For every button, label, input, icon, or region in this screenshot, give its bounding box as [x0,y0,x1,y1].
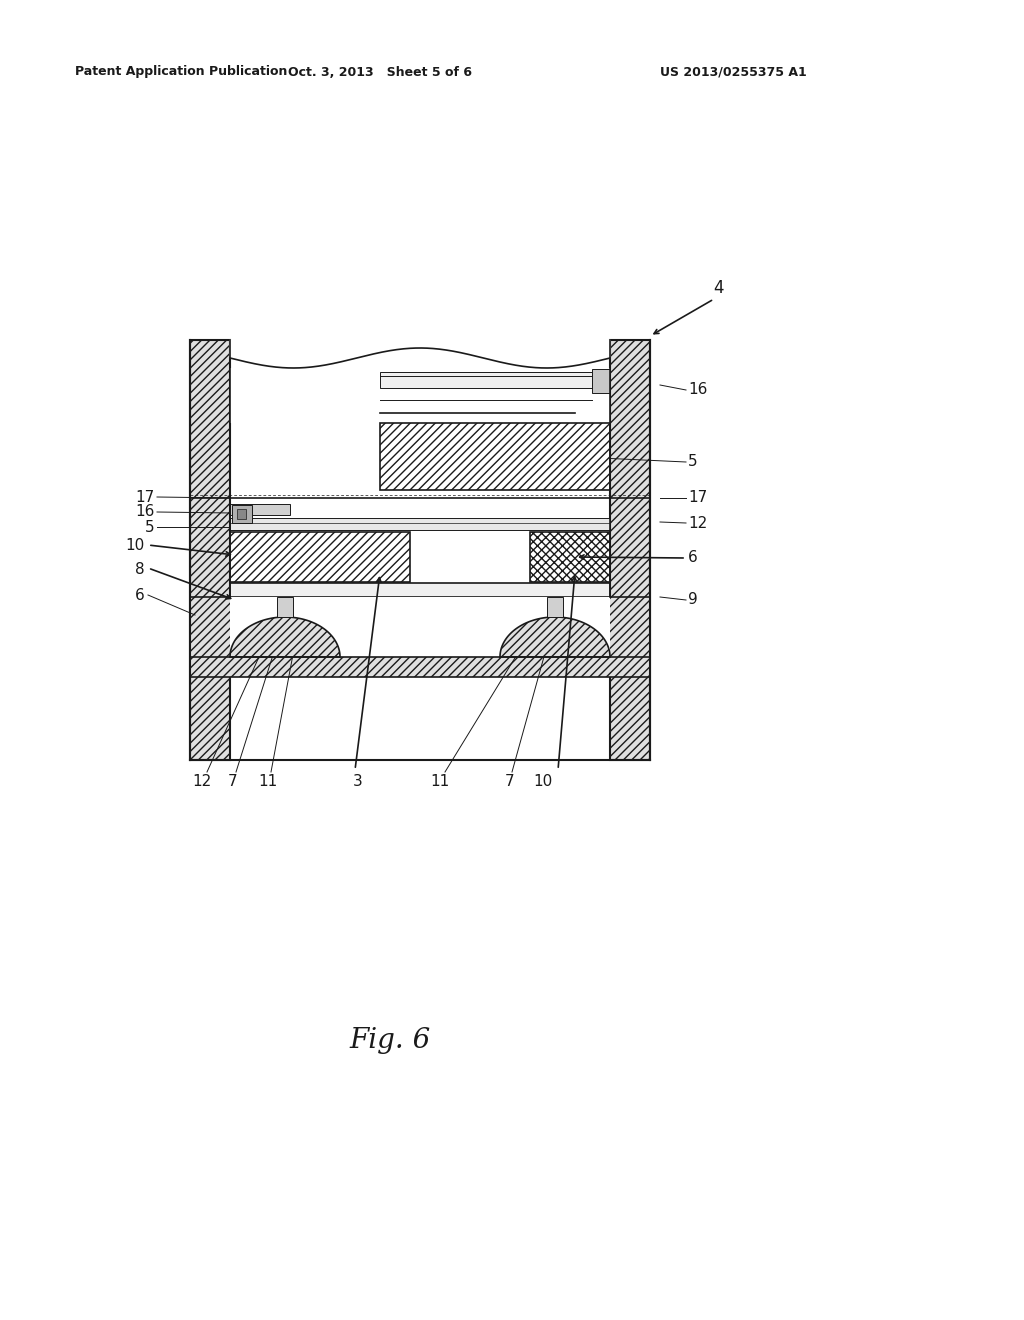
Text: 12: 12 [193,775,212,789]
Text: 12: 12 [688,516,708,531]
Bar [237,510,246,519]
Polygon shape [230,341,610,368]
Bar [230,597,610,657]
Polygon shape [500,616,610,657]
Bar [190,341,230,760]
Bar [190,597,650,677]
Text: 17: 17 [136,490,155,504]
Bar [278,597,293,616]
Bar [232,506,252,523]
Bar [230,517,610,531]
Bar [230,504,290,515]
Text: 16: 16 [688,383,708,397]
Text: 10: 10 [534,775,553,789]
Text: US 2013/0255375 A1: US 2013/0255375 A1 [660,66,807,78]
Text: 6: 6 [688,550,697,565]
Text: Oct. 3, 2013   Sheet 5 of 6: Oct. 3, 2013 Sheet 5 of 6 [288,66,472,78]
Text: 10: 10 [126,537,145,553]
Bar [230,368,610,422]
Text: 4: 4 [713,279,723,297]
Text: Fig. 6: Fig. 6 [349,1027,431,1053]
Bar [230,532,410,582]
Bar [230,583,610,597]
Text: 17: 17 [688,490,708,504]
Bar [380,372,605,388]
Bar [610,341,650,760]
Text: 11: 11 [258,775,278,789]
Bar [380,422,610,490]
Text: 7: 7 [228,775,238,789]
Text: 5: 5 [145,520,155,535]
Text: 9: 9 [688,593,697,607]
Text: 3: 3 [353,775,362,789]
Text: 16: 16 [135,504,155,520]
Text: 6: 6 [135,587,145,602]
Text: 8: 8 [135,562,145,578]
Text: 11: 11 [430,775,450,789]
Bar [592,370,610,393]
Text: 7: 7 [505,775,515,789]
Bar [547,597,563,616]
Text: 5: 5 [688,454,697,470]
Text: Patent Application Publication: Patent Application Publication [75,66,288,78]
Bar [530,532,610,582]
Polygon shape [230,616,340,657]
